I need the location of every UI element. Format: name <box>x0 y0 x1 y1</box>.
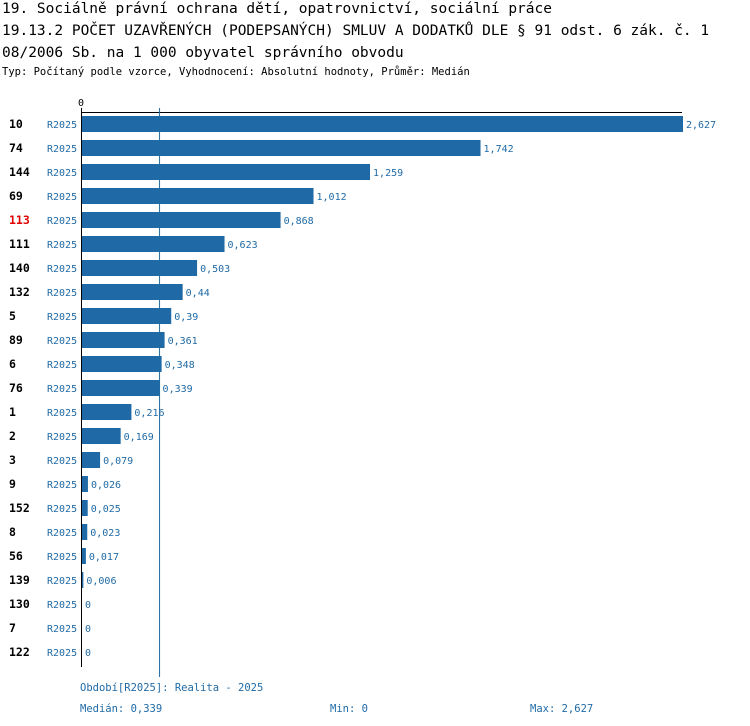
bar <box>82 188 314 204</box>
category-label: 9 <box>9 477 16 491</box>
series-label: R2025 <box>47 384 77 395</box>
bar <box>82 116 683 132</box>
value-label: 0,39 <box>174 312 198 323</box>
value-label: 0,623 <box>228 240 258 251</box>
value-label: 0,216 <box>134 408 164 419</box>
bar <box>82 332 165 348</box>
series-label: R2025 <box>47 312 77 323</box>
category-label: 3 <box>9 453 16 467</box>
footer-min: Min: 0 <box>330 703 368 715</box>
bar <box>82 236 225 252</box>
value-label: 0,025 <box>91 504 121 515</box>
bar <box>82 548 86 564</box>
series-label: R2025 <box>47 360 77 371</box>
title-line-1: 19. Sociálně právní ochrana dětí, opatro… <box>2 1 552 17</box>
category-label: 139 <box>9 573 30 587</box>
category-label: 130 <box>9 597 30 611</box>
value-label: 0,026 <box>91 480 121 491</box>
value-label: 0,339 <box>163 384 193 395</box>
series-label: R2025 <box>47 264 77 275</box>
bar <box>82 572 84 588</box>
series-label: R2025 <box>47 504 77 515</box>
footer-period: Období[R2025]: Realita - 2025 <box>80 682 264 694</box>
axis-zero-label: 0 <box>78 98 84 109</box>
value-label: 0,169 <box>124 432 154 443</box>
series-label: R2025 <box>47 480 77 491</box>
value-label: 1,012 <box>317 192 347 203</box>
series-label: R2025 <box>47 432 77 443</box>
value-label: 0,348 <box>165 360 195 371</box>
category-label: 56 <box>9 549 23 563</box>
category-label: 69 <box>9 189 23 203</box>
category-label: 8 <box>9 525 16 539</box>
bar <box>82 452 101 468</box>
category-label: 113 <box>9 213 30 227</box>
value-label: 0 <box>85 600 91 611</box>
series-label: R2025 <box>47 576 77 587</box>
value-label: 0,017 <box>89 552 119 563</box>
value-label: 0,44 <box>186 288 210 299</box>
category-label: 140 <box>9 261 30 275</box>
category-label: 89 <box>9 333 23 347</box>
footer-max: Max: 2,627 <box>530 703 594 715</box>
value-label: 0,079 <box>103 456 133 467</box>
value-label: 0 <box>85 624 91 635</box>
series-label: R2025 <box>47 144 77 155</box>
title-line-3: 08/2006 Sb. na 1 000 obyvatel správního … <box>2 45 404 61</box>
value-label: 0,361 <box>168 336 198 347</box>
series-label: R2025 <box>47 336 77 347</box>
value-label: 1,259 <box>373 168 403 179</box>
bar <box>82 404 132 420</box>
category-label: 74 <box>9 141 23 155</box>
category-label: 10 <box>9 117 23 131</box>
series-label: R2025 <box>47 120 77 131</box>
category-label: 7 <box>9 621 16 635</box>
category-label: 122 <box>9 645 30 659</box>
series-label: R2025 <box>47 288 77 299</box>
bar <box>82 476 88 492</box>
series-label: R2025 <box>47 240 77 251</box>
chart-subtitle: Typ: Počítaný podle vzorce, Vyhodnocení:… <box>2 66 470 78</box>
series-label: R2025 <box>47 168 77 179</box>
value-label: 0,868 <box>284 216 314 227</box>
value-label: 2,627 <box>686 120 716 131</box>
series-label: R2025 <box>47 624 77 635</box>
series-label: R2025 <box>47 528 77 539</box>
category-label: 144 <box>9 165 30 179</box>
bar <box>82 500 88 516</box>
bar <box>82 380 160 396</box>
category-label: 132 <box>9 285 30 299</box>
category-label: 6 <box>9 357 16 371</box>
category-label: 152 <box>9 501 30 515</box>
bar <box>82 212 281 228</box>
bar <box>82 284 183 300</box>
bar <box>82 164 371 180</box>
category-label: 2 <box>9 429 16 443</box>
series-label: R2025 <box>47 552 77 563</box>
bar <box>82 428 121 444</box>
value-label: 0,503 <box>200 264 230 275</box>
series-label: R2025 <box>47 648 77 659</box>
value-label: 0,006 <box>86 576 116 587</box>
series-label: R2025 <box>47 600 77 611</box>
series-label: R2025 <box>47 216 77 227</box>
value-label: 1,742 <box>484 144 514 155</box>
footer-median: Medián: 0,339 <box>80 703 163 715</box>
bar <box>82 356 162 372</box>
value-label: 0,023 <box>90 528 120 539</box>
bar <box>82 140 481 156</box>
category-label: 1 <box>9 405 16 419</box>
title-line-2: 19.13.2 POČET UZAVŘENÝCH (PODEPSANÝCH) S… <box>2 23 710 39</box>
value-label: 0 <box>85 648 91 659</box>
bar <box>82 260 198 276</box>
category-label: 111 <box>9 237 30 251</box>
category-label: 76 <box>9 381 23 395</box>
series-label: R2025 <box>47 408 77 419</box>
series-label: R2025 <box>47 456 77 467</box>
bar <box>82 308 172 324</box>
series-label: R2025 <box>47 192 77 203</box>
bar <box>82 524 88 540</box>
category-label: 5 <box>9 309 16 323</box>
